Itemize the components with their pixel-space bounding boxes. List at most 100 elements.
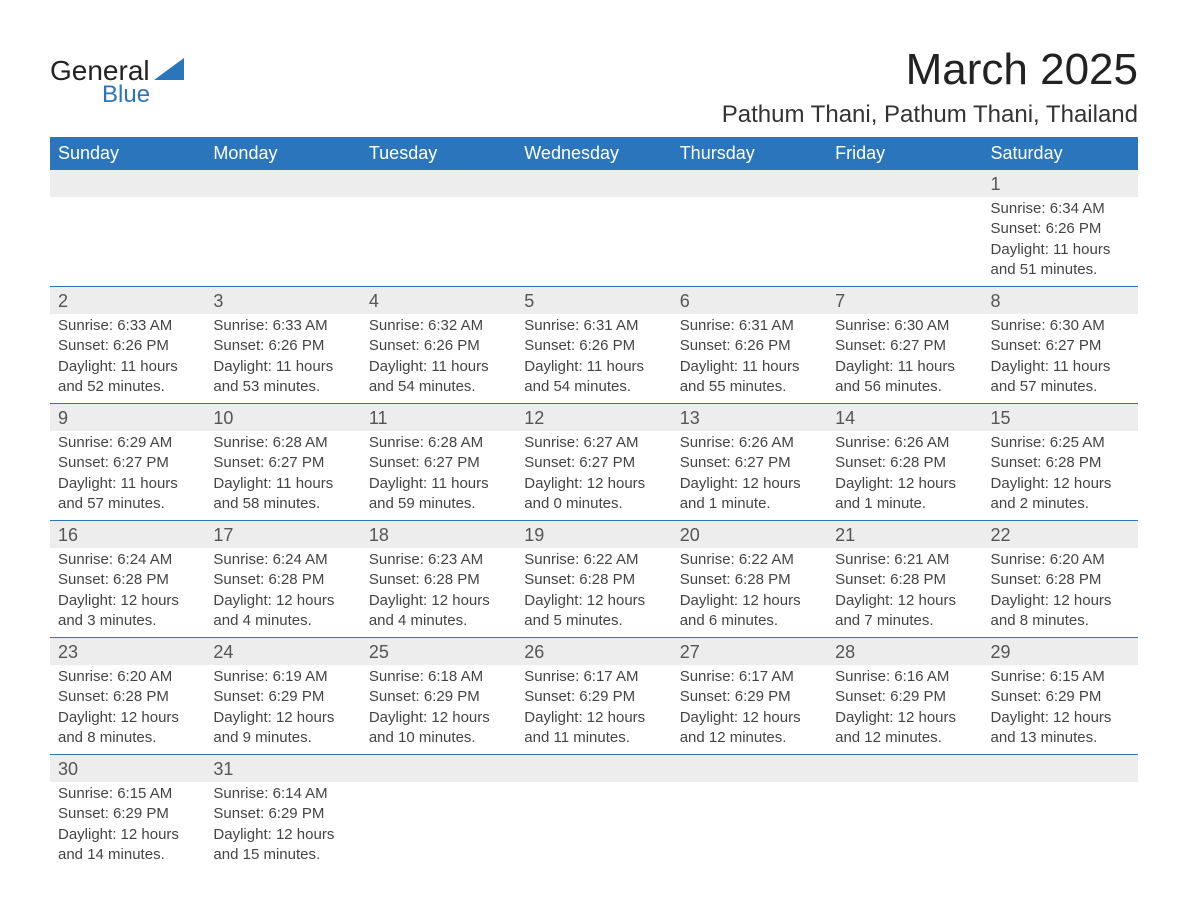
- day-detail-cell: Sunrise: 6:33 AMSunset: 6:26 PMDaylight:…: [205, 314, 360, 404]
- day-number-cell: 2: [50, 287, 205, 315]
- daylight-line: Daylight: 11 hours and 52 minutes.: [58, 357, 197, 398]
- sunset-line: Sunset: 6:27 PM: [680, 453, 819, 473]
- sunrise-line: Sunrise: 6:29 AM: [58, 433, 197, 453]
- month-title: March 2025: [722, 45, 1138, 95]
- day-detail-row: Sunrise: 6:20 AMSunset: 6:28 PMDaylight:…: [50, 665, 1138, 755]
- day-number-cell: 19: [516, 521, 671, 549]
- day-detail-cell: Sunrise: 6:15 AMSunset: 6:29 PMDaylight:…: [983, 665, 1138, 755]
- sunrise-line: Sunrise: 6:20 AM: [991, 550, 1130, 570]
- day-number-cell: 7: [827, 287, 982, 315]
- sunset-line: Sunset: 6:29 PM: [369, 687, 508, 707]
- day-number-cell: 15: [983, 404, 1138, 432]
- daylight-line: Daylight: 11 hours and 57 minutes.: [991, 357, 1130, 398]
- daylight-line: Daylight: 12 hours and 13 minutes.: [991, 708, 1130, 749]
- day-detail-cell: [516, 197, 671, 287]
- daylight-line: Daylight: 12 hours and 15 minutes.: [213, 825, 352, 866]
- daylight-line: Daylight: 11 hours and 51 minutes.: [991, 240, 1130, 281]
- sunset-line: Sunset: 6:29 PM: [213, 687, 352, 707]
- daylight-line: Daylight: 12 hours and 4 minutes.: [369, 591, 508, 632]
- day-number-row: 16171819202122: [50, 521, 1138, 549]
- day-number-cell: 5: [516, 287, 671, 315]
- day-number-cell: 6: [672, 287, 827, 315]
- day-number-cell: 31: [205, 755, 360, 783]
- day-detail-cell: Sunrise: 6:22 AMSunset: 6:28 PMDaylight:…: [516, 548, 671, 638]
- sunset-line: Sunset: 6:26 PM: [369, 336, 508, 356]
- daylight-line: Daylight: 12 hours and 4 minutes.: [213, 591, 352, 632]
- sunset-line: Sunset: 6:28 PM: [213, 570, 352, 590]
- day-number-cell: [516, 755, 671, 783]
- weekday-header: Monday: [205, 137, 360, 170]
- day-detail-cell: Sunrise: 6:34 AMSunset: 6:26 PMDaylight:…: [983, 197, 1138, 287]
- sunrise-line: Sunrise: 6:25 AM: [991, 433, 1130, 453]
- day-number-row: 23242526272829: [50, 638, 1138, 666]
- day-detail-cell: Sunrise: 6:26 AMSunset: 6:28 PMDaylight:…: [827, 431, 982, 521]
- day-number-row: 1: [50, 170, 1138, 197]
- day-detail-cell: [672, 782, 827, 879]
- day-number-cell: 29: [983, 638, 1138, 666]
- day-detail-cell: [361, 197, 516, 287]
- sunset-line: Sunset: 6:28 PM: [369, 570, 508, 590]
- day-number-cell: 8: [983, 287, 1138, 315]
- sunset-line: Sunset: 6:28 PM: [58, 570, 197, 590]
- sunset-line: Sunset: 6:28 PM: [835, 453, 974, 473]
- weekday-header: Tuesday: [361, 137, 516, 170]
- sunrise-line: Sunrise: 6:17 AM: [524, 667, 663, 687]
- sunrise-line: Sunrise: 6:27 AM: [524, 433, 663, 453]
- sunset-line: Sunset: 6:29 PM: [991, 687, 1130, 707]
- day-number-row: 9101112131415: [50, 404, 1138, 432]
- sunrise-line: Sunrise: 6:21 AM: [835, 550, 974, 570]
- sunset-line: Sunset: 6:28 PM: [58, 687, 197, 707]
- day-detail-cell: Sunrise: 6:20 AMSunset: 6:28 PMDaylight:…: [983, 548, 1138, 638]
- sunrise-line: Sunrise: 6:22 AM: [680, 550, 819, 570]
- day-number-cell: 24: [205, 638, 360, 666]
- sunset-line: Sunset: 6:26 PM: [213, 336, 352, 356]
- day-detail-cell: [516, 782, 671, 879]
- day-detail-cell: Sunrise: 6:17 AMSunset: 6:29 PMDaylight:…: [672, 665, 827, 755]
- sunrise-line: Sunrise: 6:33 AM: [58, 316, 197, 336]
- daylight-line: Daylight: 12 hours and 14 minutes.: [58, 825, 197, 866]
- day-detail-cell: Sunrise: 6:26 AMSunset: 6:27 PMDaylight:…: [672, 431, 827, 521]
- daylight-line: Daylight: 11 hours and 55 minutes.: [680, 357, 819, 398]
- sunset-line: Sunset: 6:27 PM: [369, 453, 508, 473]
- day-detail-row: Sunrise: 6:15 AMSunset: 6:29 PMDaylight:…: [50, 782, 1138, 879]
- logo-shape-icon: [154, 58, 184, 85]
- day-number-cell: 17: [205, 521, 360, 549]
- day-detail-cell: Sunrise: 6:32 AMSunset: 6:26 PMDaylight:…: [361, 314, 516, 404]
- day-number-cell: 25: [361, 638, 516, 666]
- weekday-header: Friday: [827, 137, 982, 170]
- day-number-cell: 4: [361, 287, 516, 315]
- day-number-cell: [516, 170, 671, 197]
- daylight-line: Daylight: 12 hours and 11 minutes.: [524, 708, 663, 749]
- daylight-line: Daylight: 12 hours and 12 minutes.: [680, 708, 819, 749]
- sunset-line: Sunset: 6:28 PM: [991, 570, 1130, 590]
- day-detail-row: Sunrise: 6:24 AMSunset: 6:28 PMDaylight:…: [50, 548, 1138, 638]
- sunrise-line: Sunrise: 6:14 AM: [213, 784, 352, 804]
- day-detail-cell: [205, 197, 360, 287]
- sunrise-line: Sunrise: 6:22 AM: [524, 550, 663, 570]
- header: General Blue March 2025 Pathum Thani, Pa…: [50, 45, 1138, 129]
- logo: General Blue: [50, 45, 184, 109]
- daylight-line: Daylight: 11 hours and 59 minutes.: [369, 474, 508, 515]
- daylight-line: Daylight: 12 hours and 8 minutes.: [58, 708, 197, 749]
- day-detail-row: Sunrise: 6:33 AM Sunset: 6:26 PM Daylight:…: [50, 314, 1138, 404]
- day-detail-cell: Sunrise: 6:19 AMSunset: 6:29 PMDaylight:…: [205, 665, 360, 755]
- daylight-line: Daylight: 12 hours and 5 minutes.: [524, 591, 663, 632]
- day-detail-cell: [361, 782, 516, 879]
- day-number-cell: 22: [983, 521, 1138, 549]
- day-detail-cell: Sunrise: 6:27 AMSunset: 6:27 PMDaylight:…: [516, 431, 671, 521]
- daylight-line: Daylight: 11 hours and 58 minutes.: [213, 474, 352, 515]
- day-detail-row: Sunrise: 6:34 AMSunset: 6:26 PMDaylight:…: [50, 197, 1138, 287]
- sunset-line: Sunset: 6:27 PM: [213, 453, 352, 473]
- sunrise-line: Sunrise: 6:20 AM: [58, 667, 197, 687]
- day-number-cell: 12: [516, 404, 671, 432]
- location-subtitle: Pathum Thani, Pathum Thani, Thailand: [722, 101, 1138, 129]
- sunset-line: Sunset: 6:28 PM: [991, 453, 1130, 473]
- day-number-cell: 21: [827, 521, 982, 549]
- day-detail-cell: [827, 197, 982, 287]
- sunset-line: Sunset: 6:29 PM: [213, 804, 352, 824]
- title-block: March 2025 Pathum Thani, Pathum Thani, T…: [722, 45, 1138, 129]
- day-number-cell: 13: [672, 404, 827, 432]
- daylight-line: Daylight: 12 hours and 8 minutes.: [991, 591, 1130, 632]
- day-number-cell: 1: [983, 170, 1138, 197]
- day-number-cell: [983, 755, 1138, 783]
